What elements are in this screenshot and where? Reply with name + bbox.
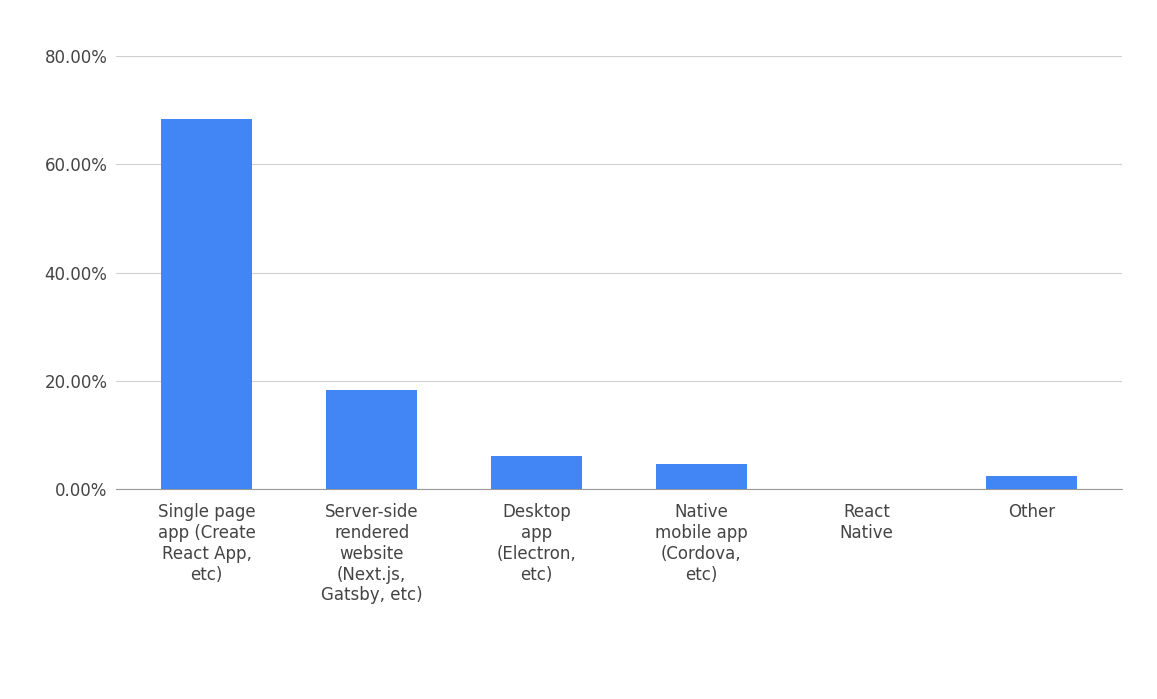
Bar bbox=[162, 119, 252, 489]
Bar bbox=[492, 456, 582, 489]
Bar bbox=[656, 464, 746, 489]
Bar bbox=[986, 476, 1076, 489]
Bar bbox=[326, 391, 417, 489]
